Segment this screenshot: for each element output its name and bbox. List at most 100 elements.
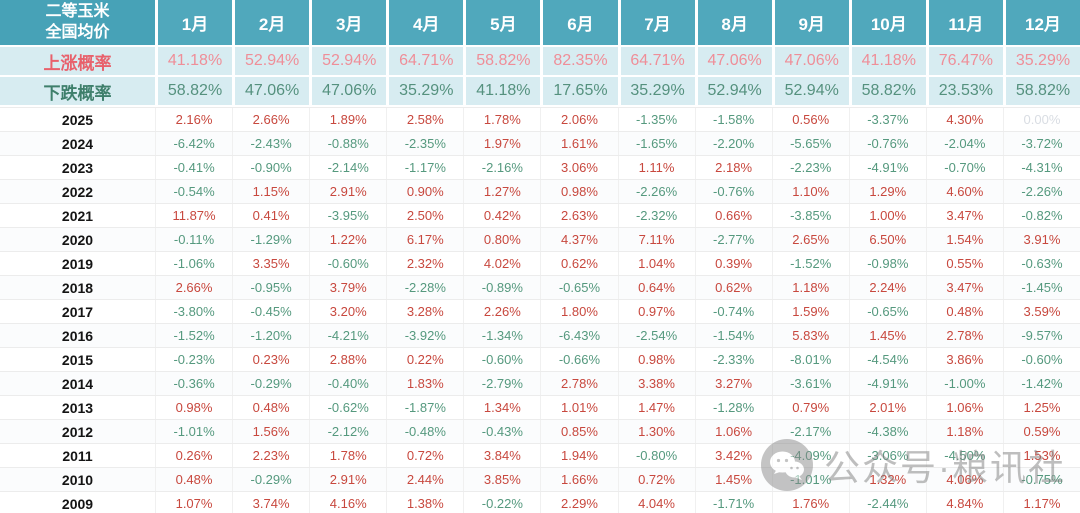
rise-probability-value: 47.06% xyxy=(771,47,849,75)
year-label: 2018 xyxy=(61,279,94,296)
value-cell: -3.06% xyxy=(848,444,926,467)
value-cell: -1.58% xyxy=(694,108,772,131)
year-label: 2016 xyxy=(61,327,94,344)
value-cell: -0.98% xyxy=(848,252,926,275)
value-cell: 1.59% xyxy=(771,300,849,323)
value-cell: -0.11% xyxy=(155,228,232,251)
value-cell: -0.60% xyxy=(309,252,386,275)
value-cell: -0.70% xyxy=(925,156,1003,179)
value-cell: 0.00% xyxy=(1002,108,1080,131)
month-header-4: 4月 xyxy=(386,0,464,45)
fall-probability-value: 58.82% xyxy=(155,77,233,105)
value-cell: -0.75% xyxy=(1002,468,1080,491)
value-cell: 1.89% xyxy=(309,108,386,131)
value-cell: 0.22% xyxy=(386,348,463,371)
value-cell: -0.41% xyxy=(155,156,232,179)
value-cell: 1.97% xyxy=(463,132,540,155)
month-header-2: 2月 xyxy=(232,0,310,45)
fall-probability-value: 47.06% xyxy=(309,77,387,105)
value-cell: 4.06% xyxy=(925,468,1003,491)
value-cell: 1.25% xyxy=(1002,396,1080,419)
value-cell: -1.35% xyxy=(617,108,695,131)
value-cell: -1.00% xyxy=(925,372,1003,395)
value-cell: -4.38% xyxy=(848,420,926,443)
value-cell: 1.06% xyxy=(925,396,1003,419)
value-cell: -1.71% xyxy=(694,492,772,513)
fall-probability-value: 58.82% xyxy=(1002,77,1080,105)
value-cell: -2.77% xyxy=(694,228,772,251)
value-cell: 2.91% xyxy=(309,180,386,203)
year-row-2017: 2017 -3.80% -0.45% 3.20% 3.28% 2.26% 1.80% 0.97… xyxy=(0,300,1080,324)
value-cell: -3.85% xyxy=(771,204,849,227)
fall-probability-value: 52.94% xyxy=(771,77,849,105)
year-rows-body: 2025 2.16% 2.66% 1.89% 2.58% 1.78% 2.06% -1.35%… xyxy=(0,107,1080,513)
year-row-2025: 2025 2.16% 2.66% 1.89% 2.58% 1.78% 2.06% -1.35%… xyxy=(0,108,1080,132)
value-cell: 3.42% xyxy=(694,444,772,467)
value-cell: 2.23% xyxy=(232,444,309,467)
value-cell: -1.17% xyxy=(386,156,463,179)
value-cell: 1.18% xyxy=(771,276,849,299)
month-header-7: 7月 xyxy=(617,0,695,45)
value-cell: 1.30% xyxy=(617,420,695,443)
value-cell: -1.20% xyxy=(232,324,309,347)
value-cell: -1.34% xyxy=(463,324,540,347)
value-cell: 1.78% xyxy=(309,444,386,467)
value-cell: -4.31% xyxy=(1002,156,1080,179)
value-cell: 1.27% xyxy=(463,180,540,203)
rise-probability-value: 41.18% xyxy=(848,47,926,75)
value-cell: -2.12% xyxy=(309,420,386,443)
year-label: 2017 xyxy=(61,303,94,320)
value-cell: 0.72% xyxy=(617,468,695,491)
value-cell: -0.48% xyxy=(386,420,463,443)
year-row-2024: 2024 -6.42% -2.43% -0.88% -2.35% 1.97% 1.61% -1… xyxy=(0,132,1080,156)
value-cell: -0.22% xyxy=(463,492,540,513)
year-row-2010: 2010 0.48% -0.29% 2.91% 2.44% 3.85% 1.66% 0.72%… xyxy=(0,468,1080,492)
rise-probability-value: 64.71% xyxy=(617,47,695,75)
value-cell: -0.90% xyxy=(232,156,309,179)
value-cell: 1.01% xyxy=(540,396,617,419)
rise-probability-value: 52.94% xyxy=(309,47,387,75)
value-cell: -2.35% xyxy=(386,132,463,155)
value-cell: 2.78% xyxy=(540,372,617,395)
value-cell: 3.35% xyxy=(232,252,309,275)
fall-probability-value: 35.29% xyxy=(386,77,464,105)
value-cell: 3.28% xyxy=(386,300,463,323)
value-cell: 3.84% xyxy=(463,444,540,467)
value-cell: 1.53% xyxy=(1002,444,1080,467)
value-cell: 2.01% xyxy=(848,396,926,419)
value-cell: 2.29% xyxy=(540,492,617,513)
fall-probability-value: 23.53% xyxy=(925,77,1003,105)
value-cell: 0.59% xyxy=(1002,420,1080,443)
value-cell: -6.42% xyxy=(155,132,232,155)
value-cell: 4.84% xyxy=(925,492,1003,513)
value-cell: -0.66% xyxy=(540,348,617,371)
value-cell: 3.91% xyxy=(1002,228,1080,251)
value-cell: 1.10% xyxy=(771,180,849,203)
value-cell: -0.60% xyxy=(1002,348,1080,371)
year-label: 2015 xyxy=(61,351,94,368)
value-cell: -3.80% xyxy=(155,300,232,323)
value-cell: -2.54% xyxy=(617,324,695,347)
value-cell: 1.18% xyxy=(925,420,1003,443)
value-cell: -0.23% xyxy=(155,348,232,371)
value-cell: 4.60% xyxy=(925,180,1003,203)
value-cell: -4.50% xyxy=(925,444,1003,467)
value-cell: 1.32% xyxy=(848,468,926,491)
value-cell: 1.45% xyxy=(694,468,772,491)
value-cell: 3.20% xyxy=(309,300,386,323)
value-cell: 2.66% xyxy=(155,276,232,299)
value-cell: -1.54% xyxy=(694,324,772,347)
value-cell: -2.14% xyxy=(309,156,386,179)
table-corner-title: 二等玉米 全国均价 xyxy=(0,0,155,45)
value-cell: 3.59% xyxy=(1002,300,1080,323)
value-cell: -2.26% xyxy=(617,180,695,203)
value-cell: 0.42% xyxy=(463,204,540,227)
year-label: 2011 xyxy=(62,447,93,464)
year-row-2011: 2011 0.26% 2.23% 1.78% 0.72% 3.84% 1.94% -0.80%… xyxy=(0,444,1080,468)
year-label: 2022 xyxy=(61,183,94,200)
year-label: 2023 xyxy=(61,159,94,176)
value-cell: -1.42% xyxy=(1002,372,1080,395)
value-cell: -0.82% xyxy=(1002,204,1080,227)
value-cell: -3.92% xyxy=(386,324,463,347)
value-cell: 0.48% xyxy=(925,300,1003,323)
